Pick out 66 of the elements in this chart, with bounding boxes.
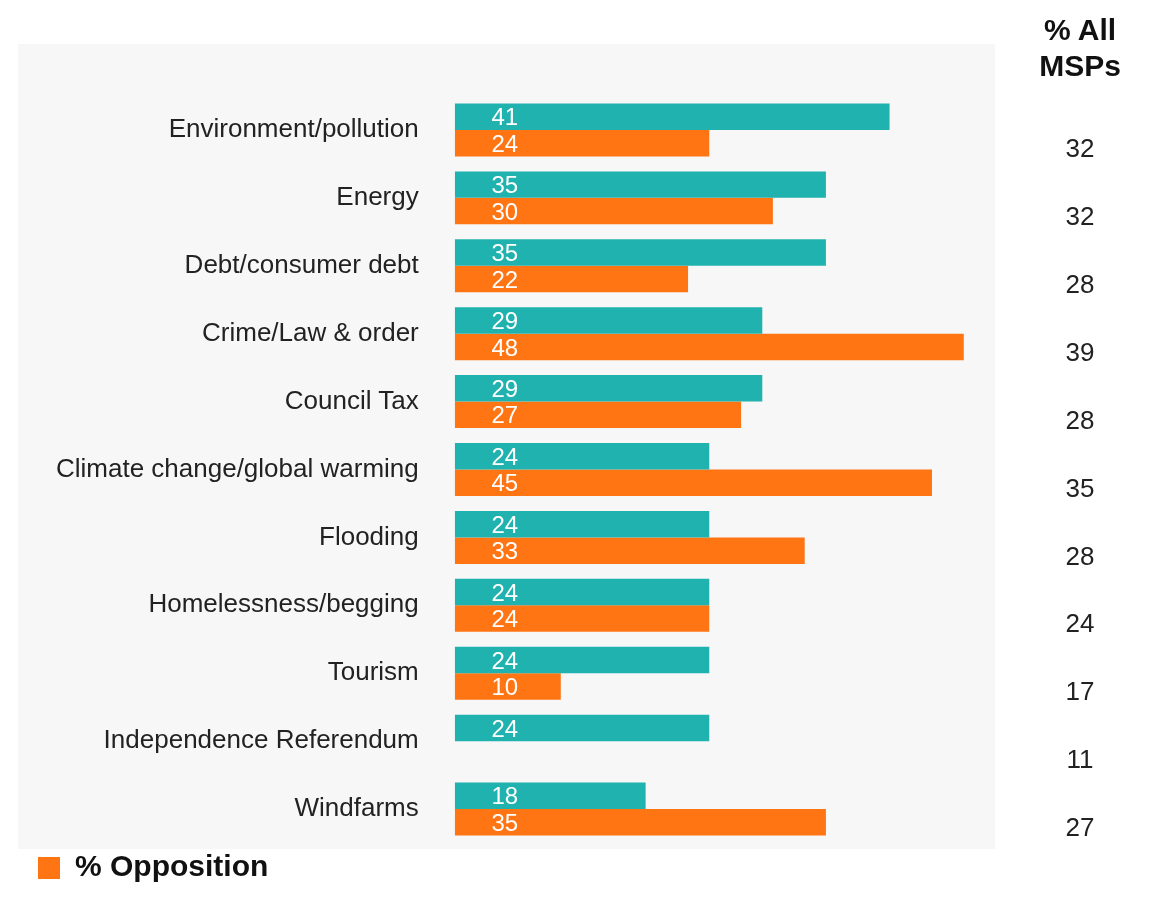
y-tick-label: Council Tax — [284, 384, 419, 415]
bar — [454, 171, 826, 198]
text: 28 — [1065, 404, 1095, 435]
text: 24 — [1065, 608, 1095, 639]
data-label: 22 — [491, 265, 519, 293]
data-label: 24 — [491, 578, 519, 606]
bar — [454, 307, 763, 334]
text: 39 — [1065, 336, 1095, 367]
bar — [454, 578, 710, 606]
text: 28 — [1065, 540, 1095, 571]
bar — [454, 537, 805, 564]
data-label: 10 — [491, 673, 519, 701]
bar — [454, 605, 710, 632]
bar — [454, 714, 710, 742]
text: % All MSPs — [1039, 13, 1121, 83]
data-label: 24 — [491, 605, 519, 633]
data-label: 29 — [491, 374, 519, 402]
data-label: 30 — [491, 197, 519, 225]
text: 17 — [1065, 676, 1095, 707]
data-label: 35 — [491, 239, 519, 267]
bar — [454, 239, 826, 266]
bar — [454, 129, 710, 157]
text: 11 — [1066, 744, 1094, 775]
y-tick-label: Climate change/global warming — [55, 452, 419, 483]
data-label: 35 — [491, 171, 519, 199]
data-label: 24 — [491, 646, 519, 674]
bar — [454, 673, 561, 700]
text: 35 — [1065, 472, 1095, 503]
data-label: 24 — [491, 714, 519, 742]
text: 27 — [1065, 812, 1095, 843]
text: 28 — [1065, 268, 1095, 299]
bar — [454, 809, 826, 836]
y-tick-label: Independence Referendum — [103, 724, 419, 755]
bar — [454, 197, 773, 225]
bar — [454, 469, 932, 496]
bar — [454, 375, 763, 402]
data-label: 24 — [491, 442, 519, 470]
bar — [454, 265, 689, 293]
data-label: 18 — [491, 782, 519, 810]
data-label: 35 — [491, 808, 519, 836]
y-tick-label: Windfarms — [294, 792, 419, 823]
text: 32 — [1065, 133, 1095, 164]
data-label: 45 — [491, 469, 519, 497]
y-tick-label: Homelessness/begging — [148, 588, 419, 619]
data-label: 27 — [491, 401, 519, 429]
y-tick-label: Environment/pollution — [168, 113, 419, 144]
bar — [454, 782, 646, 810]
y-tick-label: Crime/Law & order — [202, 316, 420, 347]
legend-label: % Opposition — [75, 849, 269, 883]
data-label: 29 — [491, 307, 519, 335]
data-label: 24 — [491, 129, 519, 157]
bar — [454, 510, 710, 538]
y-tick-label: Energy — [336, 181, 419, 212]
bar — [454, 333, 964, 361]
y-tick-label: Flooding — [319, 520, 419, 551]
data-label: 33 — [491, 537, 519, 565]
bar — [454, 646, 710, 674]
y-tick-label: Tourism — [327, 656, 419, 687]
y-tick-label: Debt/consumer debt — [184, 248, 420, 279]
text: 32 — [1065, 201, 1095, 232]
bar — [454, 103, 890, 130]
bar — [454, 401, 742, 429]
data-label: 48 — [491, 333, 519, 361]
data-label: 41 — [491, 103, 519, 131]
bar — [454, 443, 710, 470]
data-label: 24 — [491, 510, 519, 538]
